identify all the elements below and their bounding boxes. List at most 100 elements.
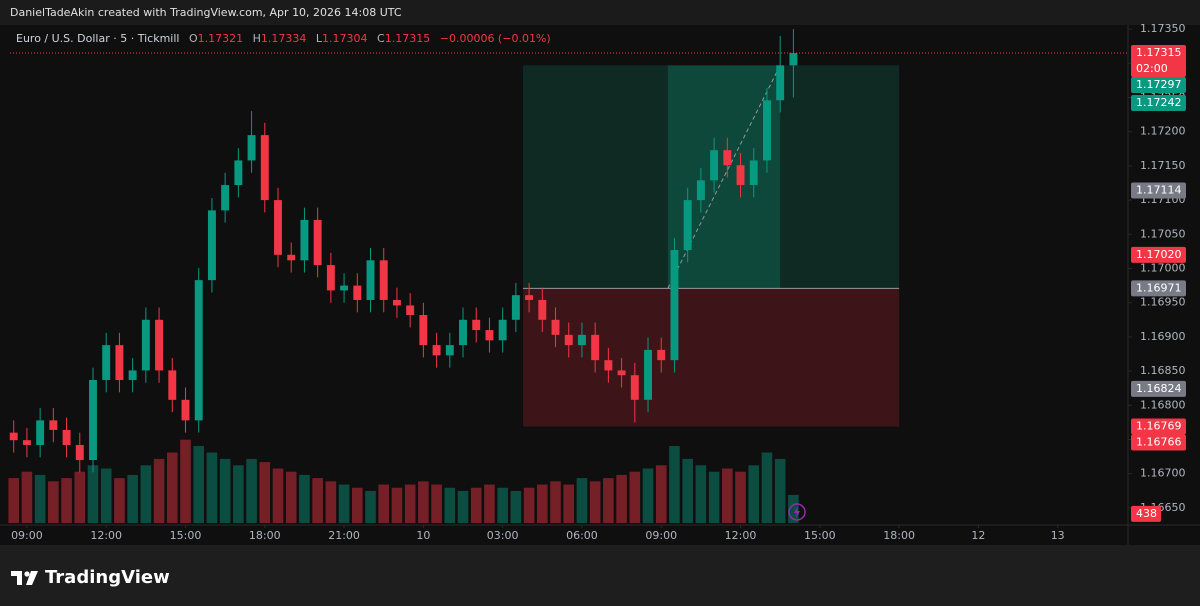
volume-bar <box>550 481 561 523</box>
y-tick-label: 1.16850 <box>1140 364 1186 377</box>
x-tick-label: 13 <box>1051 529 1065 542</box>
candle-body <box>340 285 349 291</box>
loss-zone <box>523 288 900 427</box>
volume-bar <box>418 481 429 523</box>
candle-body <box>379 260 388 300</box>
volume-bar <box>325 481 337 523</box>
volume-bar <box>576 478 588 523</box>
volume-bar <box>365 490 376 523</box>
volume-bar <box>444 487 456 523</box>
candle-body <box>776 65 785 101</box>
candle-body <box>696 180 705 201</box>
price-label: 1.17242 <box>1136 96 1182 109</box>
legend-value: 1.17304 <box>322 32 368 45</box>
candle-body <box>326 265 335 291</box>
x-tick-label: 06:00 <box>566 529 598 542</box>
volume-bar <box>510 490 522 523</box>
candle-body <box>710 150 719 181</box>
candle-body <box>762 100 771 161</box>
legend: Euro / U.S. Dollar · 5 · Tickmill O1.173… <box>16 32 551 45</box>
volume-bar <box>722 468 733 523</box>
volume-bar <box>61 478 72 523</box>
candle-body <box>670 250 679 361</box>
volume-bar <box>669 446 680 523</box>
candle-body <box>419 315 428 346</box>
candle-body <box>141 319 150 371</box>
volume-bar <box>180 439 191 523</box>
price-label: 1.17114 <box>1136 184 1182 197</box>
candle-body <box>207 210 216 281</box>
volume-bar <box>272 468 284 523</box>
volume-bar <box>166 452 178 523</box>
logo-dot <box>24 571 30 577</box>
volume-bar <box>391 487 403 523</box>
legend-key: O <box>189 32 198 45</box>
volume-bar <box>87 465 99 523</box>
price-label: 1.17297 <box>1136 78 1182 91</box>
volume-bar <box>34 474 46 523</box>
x-tick-label: 03:00 <box>487 529 519 542</box>
plot <box>8 29 1128 523</box>
volume-bar <box>259 462 271 523</box>
candle-body <box>128 370 137 380</box>
price-label: 1.16766 <box>1136 436 1182 449</box>
candle-body <box>485 330 494 341</box>
candle-body <box>723 150 732 166</box>
candle-body <box>102 345 111 380</box>
x-tick-label: 15:00 <box>804 529 836 542</box>
candle-body <box>300 219 309 261</box>
footer-bar <box>0 545 1200 606</box>
candle-body <box>657 349 666 361</box>
volume-bar <box>21 471 33 523</box>
y-tick-label: 1.17000 <box>1140 262 1186 275</box>
y-tick-label: 1.17150 <box>1140 159 1186 172</box>
countdown: 02:00 <box>1136 62 1168 75</box>
candle-body <box>392 299 401 306</box>
legend-value: 1.17315 <box>385 32 431 45</box>
alert-icon[interactable] <box>788 503 806 521</box>
y-tick-label: 1.16800 <box>1140 398 1186 411</box>
legend-key: H <box>253 32 261 45</box>
legend-key: C <box>377 32 385 45</box>
volume-bar <box>140 465 152 523</box>
price-label-box <box>1131 45 1186 78</box>
volume-bar <box>8 478 19 523</box>
volume-bar <box>153 458 165 523</box>
price-label: 1.17020 <box>1136 248 1182 261</box>
y-tick-label: 1.16950 <box>1140 296 1186 309</box>
candle-body <box>234 160 243 186</box>
volume-bar <box>563 484 575 523</box>
volume-bar <box>219 458 231 523</box>
header-bar <box>0 0 1200 25</box>
price-label-box <box>1131 94 1186 111</box>
alert-circle[interactable] <box>788 503 806 521</box>
volume-bar <box>233 465 244 523</box>
volume-bar <box>246 458 257 523</box>
volume-bar <box>285 471 297 523</box>
candle-body <box>115 345 124 380</box>
volume-bar <box>431 484 442 523</box>
axes: 1.173501.173001.172501.172001.171501.171… <box>11 22 1186 542</box>
candle-body <box>75 444 84 461</box>
candle-body <box>564 334 573 346</box>
price-label-box <box>1131 77 1186 94</box>
x-tick-label: 09:00 <box>11 529 43 542</box>
logo <box>11 571 38 585</box>
volume-bar <box>338 484 350 523</box>
volume-bar <box>774 458 786 523</box>
volume-bar <box>114 478 125 523</box>
candle-body <box>736 165 745 186</box>
candle-body <box>525 295 534 300</box>
volume-bar <box>761 452 773 523</box>
volume-bar <box>589 481 601 523</box>
volume-bar <box>682 458 693 523</box>
volume-bar <box>404 484 416 523</box>
volume-bar <box>48 481 59 523</box>
price-label: 1.17315 <box>1136 46 1182 59</box>
brand: TradingView <box>45 567 170 588</box>
y-tick-label: 1.16900 <box>1140 330 1186 343</box>
volume-bar <box>206 452 218 523</box>
volume-bar <box>655 465 667 523</box>
volume-bar <box>616 474 627 523</box>
candle-body <box>49 420 58 430</box>
